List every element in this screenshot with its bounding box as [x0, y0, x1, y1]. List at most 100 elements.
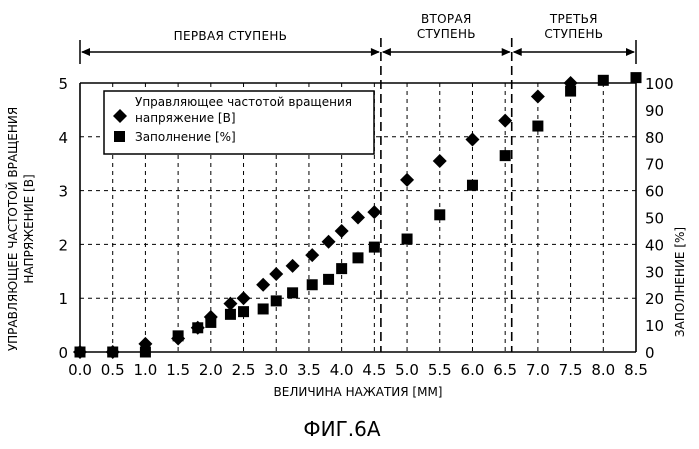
stage-label: ТРЕТЬЯ — [549, 12, 598, 26]
stage-arrowhead-right — [501, 48, 511, 56]
voltage-point — [465, 132, 480, 147]
voltage-point — [236, 291, 251, 306]
y-right-tick-label: 100 — [645, 75, 674, 93]
x-tick-label: 6.0 — [461, 361, 485, 379]
y-right-tick-label: 40 — [645, 236, 664, 254]
duty-point — [287, 287, 299, 299]
y-left-tick-label: 3 — [58, 183, 68, 201]
voltage-point — [367, 205, 382, 220]
stage-label: ВТОРАЯ — [421, 12, 472, 26]
duty-point — [401, 233, 413, 245]
duty-point — [532, 120, 544, 132]
stage-label: СТУПЕНЬ — [544, 27, 603, 41]
voltage-point — [269, 266, 284, 281]
y-right-axis-title: ЗАПОЛНЕНИЕ [%] — [673, 227, 687, 337]
duty-point — [499, 150, 511, 162]
duty-point — [306, 279, 318, 291]
y-left-axis-title-line1: УПРАВЛЯЮЩЕЕ ЧАСТОТОЙ ВРАЩЕНИЯ — [5, 107, 20, 351]
voltage-point — [256, 277, 271, 292]
grid — [80, 83, 636, 352]
voltage-point — [321, 234, 336, 249]
y-left-tick-label: 5 — [58, 75, 68, 93]
stage-label: ПЕРВАЯ СТУПЕНЬ — [174, 29, 288, 43]
x-tick-label: 8.5 — [624, 361, 648, 379]
legend-diamond-marker — [113, 109, 127, 123]
duty-point — [323, 273, 335, 285]
voltage-point — [334, 223, 349, 238]
x-tick-label: 3.0 — [264, 361, 288, 379]
voltage-point — [351, 210, 365, 225]
y-left-tick-label: 4 — [58, 129, 68, 147]
duty-point — [434, 209, 446, 221]
y-left-tick-label: 2 — [58, 236, 68, 254]
y-right-tick-label: 70 — [645, 156, 664, 174]
legend-voltage-line2: напряжение [В] — [135, 111, 236, 125]
legend-voltage-line1: Управляющее частотой вращения — [135, 95, 352, 109]
duty-point — [336, 263, 348, 275]
x-tick-labels: 0.0 0.5 1.0 1.5 2.0 2.5 3.0 3.5 4.0 4.5 5.0 5.5 6.0 6… — [68, 361, 648, 379]
series-duty — [74, 72, 642, 358]
voltage-point — [305, 248, 320, 263]
x-axis-title: ВЕЛИЧИНА НАЖАТИЯ [ММ] — [274, 385, 443, 399]
legend-square-marker — [114, 131, 125, 142]
stage-arrowhead-left — [81, 48, 90, 56]
duty-point — [466, 179, 478, 191]
stage-arrowhead-right — [626, 48, 635, 56]
x-tick-label: 7.0 — [526, 361, 550, 379]
voltage-point — [530, 89, 545, 104]
stage-arrowhead-left — [381, 48, 391, 56]
y-right-tick-label: 60 — [645, 183, 664, 201]
x-tick-label: 0.5 — [101, 361, 125, 379]
x-tick-label: 1.5 — [166, 361, 190, 379]
x-tick-label: 0.0 — [68, 361, 92, 379]
x-tick-label: 4.0 — [330, 361, 354, 379]
stage-label: СТУПЕНЬ — [417, 27, 476, 41]
duty-point — [368, 241, 380, 253]
voltage-point — [223, 296, 238, 311]
duty-point — [107, 346, 119, 358]
y-right-tick-label: 90 — [645, 102, 664, 120]
duty-point — [139, 346, 151, 358]
y-left-tick-label: 1 — [58, 290, 68, 308]
axes — [79, 82, 637, 353]
duty-point — [630, 72, 642, 84]
voltage-point — [432, 154, 447, 169]
duty-point — [224, 308, 236, 320]
x-tick-label: 6.5 — [493, 361, 517, 379]
voltage-point — [285, 258, 300, 273]
y-left-tick-labels: 0 1 2 3 4 5 — [58, 75, 68, 362]
y-right-tick-label: 0 — [645, 344, 655, 362]
stage-arrowhead-right — [370, 48, 380, 56]
legend: Управляющее частотой вращения напряжение… — [103, 90, 375, 155]
voltage-point — [498, 113, 513, 128]
y-right-tick-label: 30 — [645, 263, 664, 281]
x-tick-label: 8.0 — [591, 361, 615, 379]
y-right-tick-label: 80 — [645, 129, 664, 147]
legend-box — [103, 90, 375, 155]
duty-point — [172, 330, 184, 342]
duty-point — [257, 303, 269, 315]
duty-point — [238, 306, 250, 318]
duty-point — [352, 252, 364, 264]
y-left-axis-title-line2: НАПРЯЖЕНИЕ [В] — [22, 174, 36, 283]
x-tick-label: 3.5 — [297, 361, 321, 379]
duty-point — [74, 346, 86, 358]
legend-duty-label: Заполнение [%] — [135, 130, 236, 144]
voltage-point — [400, 172, 415, 187]
duty-point — [192, 322, 204, 334]
x-tick-label: 7.5 — [559, 361, 583, 379]
y-right-tick-labels: 0 10 20 30 40 50 60 70 80 90 100 — [645, 75, 674, 362]
duty-point — [270, 295, 282, 307]
stage-dividers — [380, 38, 513, 352]
x-tick-label: 1.0 — [133, 361, 157, 379]
y-right-tick-label: 50 — [645, 210, 664, 228]
x-tick-label: 2.5 — [232, 361, 256, 379]
x-tick-label: 5.0 — [395, 361, 419, 379]
y-right-tick-label: 10 — [645, 317, 664, 335]
duty-point — [565, 85, 577, 97]
y-right-tick-label: 20 — [645, 290, 664, 308]
x-tick-label: 2.0 — [199, 361, 223, 379]
